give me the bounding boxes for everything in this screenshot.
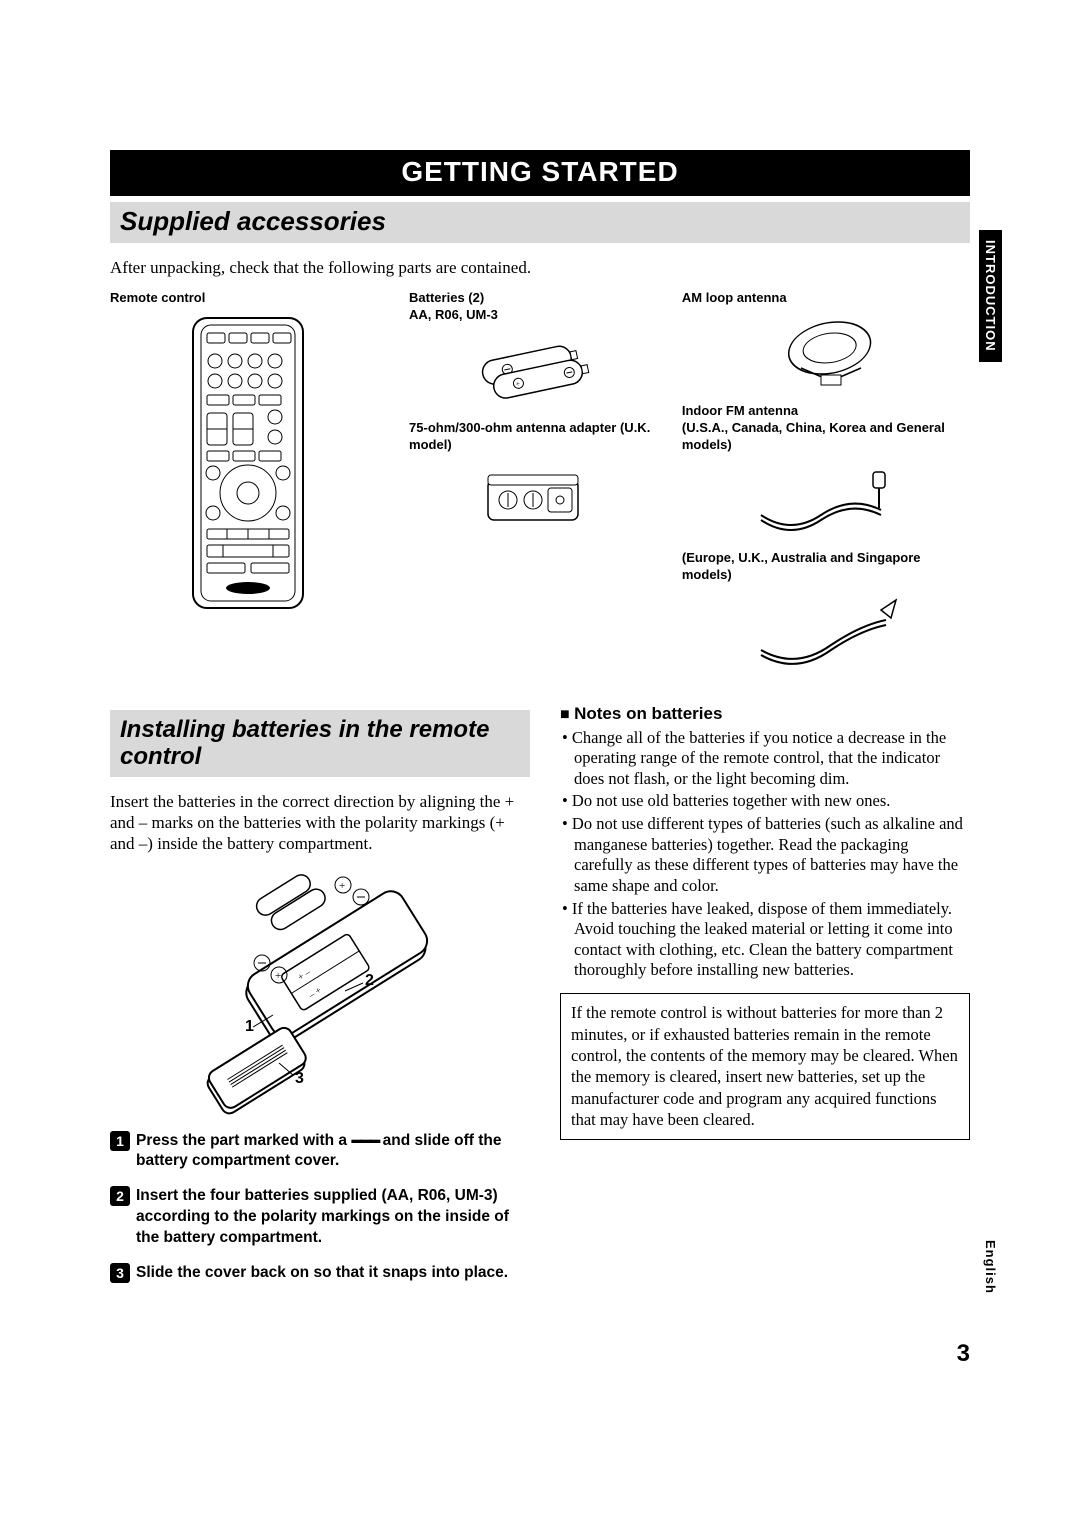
diagram-num-3: 3: [295, 1070, 304, 1087]
accessory-batteries-col: Batteries (2) AA, R06, UM-3 +: [409, 290, 658, 679]
side-tab-introduction: INTRODUCTION: [979, 230, 1002, 362]
battery-install-diagram: + – – +: [110, 867, 530, 1117]
batteries-icon: +: [463, 330, 603, 410]
fm-eu-label: (Europe, U.K., Australia and Singapore m…: [682, 550, 970, 584]
notes-heading: Notes on batteries: [560, 704, 970, 724]
remote-illustration: [110, 313, 385, 613]
note-item: Do not use different types of batteries …: [560, 814, 970, 897]
battery-diagram-icon: + – – +: [165, 867, 475, 1117]
section-supplied-accessories: Supplied accessories: [110, 202, 970, 243]
svg-text:+: +: [339, 880, 345, 892]
accessory-remote: Remote control: [110, 290, 385, 679]
adapter-label: 75-ohm/300-ohm antenna adapter (U.K. mod…: [409, 420, 658, 454]
am-loop-label: AM loop antenna: [682, 290, 970, 307]
section-installing-batteries: Installing batteries in the remote contr…: [110, 710, 530, 777]
adapter-icon: [463, 460, 603, 530]
step-num-1: 1: [110, 1131, 130, 1151]
install-text: Insert the batteries in the correct dire…: [110, 791, 530, 855]
fm-indoor-label: Indoor FM antenna (U.S.A., Canada, China…: [682, 403, 970, 454]
page-content: GETTING STARTED Supplied accessories Aft…: [110, 150, 970, 1284]
step-2: 2 Insert the four batteries supplied (AA…: [110, 1186, 530, 1249]
page-number: 3: [957, 1340, 970, 1368]
step-1-text: Press the part marked with a ▬▬▬ and sli…: [136, 1131, 530, 1173]
step-num-2: 2: [110, 1186, 130, 1206]
note-item: If the batteries have leaked, dispose of…: [560, 899, 970, 982]
intro-text: After unpacking, check that the followin…: [110, 257, 970, 278]
fm-indoor-illustration: [682, 460, 970, 540]
left-column: Installing batteries in the remote contr…: [110, 704, 530, 1284]
note-item: Do not use old batteries together with n…: [560, 791, 970, 812]
diagram-num-1: 1: [245, 1018, 254, 1035]
fm-eu-icon: [751, 590, 901, 670]
step-num-3: 3: [110, 1263, 130, 1283]
note-item: Change all of the batteries if you notic…: [560, 728, 970, 790]
fm-indoor-icon: [751, 460, 901, 540]
svg-text:+: +: [275, 970, 281, 982]
step-1: 1 Press the part marked with a ▬▬▬ and s…: [110, 1131, 530, 1173]
right-column: Notes on batteries Change all of the bat…: [560, 704, 970, 1284]
am-loop-icon: [761, 313, 891, 393]
two-column-layout: Installing batteries in the remote contr…: [110, 704, 970, 1284]
am-loop-illustration: [682, 313, 970, 393]
side-tab-english: English: [979, 1230, 1002, 1304]
step-3: 3 Slide the cover back on so that it sna…: [110, 1263, 530, 1284]
fm-eu-illustration: [682, 590, 970, 670]
adapter-illustration: [409, 460, 658, 530]
step-3-text: Slide the cover back on so that it snaps…: [136, 1263, 530, 1284]
remote-icon: [173, 313, 323, 613]
memory-note-box: If the remote control is without batteri…: [560, 993, 970, 1140]
step-2-text: Insert the four batteries supplied (AA, …: [136, 1186, 530, 1249]
remote-label: Remote control: [110, 290, 385, 307]
batteries-label: Batteries (2) AA, R06, UM-3: [409, 290, 658, 324]
accessory-antennas-col: AM loop antenna Indoor FM antenna (U.S.A…: [682, 290, 970, 679]
diagram-num-2: 2: [365, 972, 374, 989]
batteries-illustration: +: [409, 330, 658, 410]
page-title-bar: GETTING STARTED: [110, 150, 970, 196]
notes-list: Change all of the batteries if you notic…: [560, 728, 970, 982]
accessories-row: Remote control: [110, 290, 970, 679]
